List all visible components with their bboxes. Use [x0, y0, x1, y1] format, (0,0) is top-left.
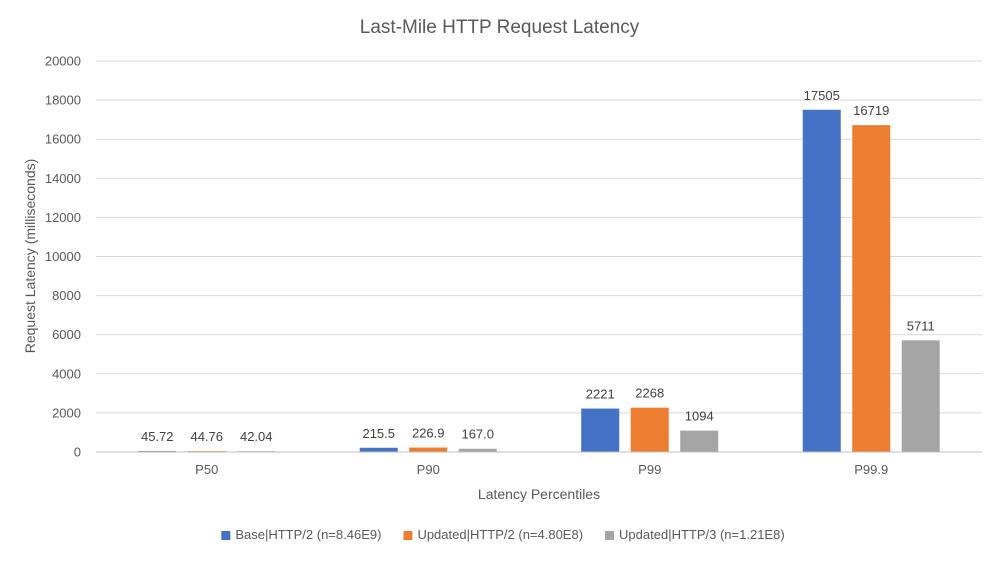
y-tick-label: 18000: [45, 93, 81, 108]
bar: [852, 125, 891, 452]
y-tick-label: 10000: [45, 249, 81, 264]
y-tick-label: 12000: [45, 210, 81, 225]
bars: [138, 109, 940, 452]
data-label: 226.9: [412, 426, 445, 441]
bar: [409, 447, 448, 452]
x-tick-label: P50: [195, 462, 218, 477]
bar: [680, 430, 719, 452]
data-label: 45.72: [141, 429, 174, 444]
data-label: 215.5: [362, 426, 395, 441]
legend-swatch: [403, 531, 413, 540]
legend-swatch: [221, 531, 231, 540]
y-axis-label: Request Latency (milliseconds): [22, 159, 38, 354]
y-tick-label: 16000: [45, 132, 81, 147]
data-label: 17505: [804, 88, 840, 103]
legend-label: Updated|HTTP/2 (n=4.80E8): [417, 527, 583, 542]
y-tick-label: 2000: [52, 405, 81, 420]
legend-item: Updated|HTTP/2 (n=4.80E8): [403, 527, 583, 542]
bar: [581, 408, 620, 452]
legend-item: Base|HTTP/2 (n=8.46E9): [221, 527, 381, 542]
data-labels: 45.72 44.76 42.04 215.5 226.9 167.0 2221 2268 10…: [141, 88, 935, 444]
x-axis-ticks: P50 P90 P99 P99.9: [195, 462, 888, 477]
legend-swatch: [605, 531, 615, 540]
y-tick-label: 20000: [45, 54, 81, 69]
y-tick-label: 14000: [45, 171, 81, 186]
legend-item: Updated|HTTP/3 (n=1.21E8): [605, 527, 785, 542]
data-label: 1094: [685, 409, 714, 424]
data-label: 2268: [635, 386, 664, 401]
bar: [802, 109, 841, 452]
x-tick-label: P99: [638, 462, 661, 477]
y-tick-label: 6000: [52, 327, 81, 342]
chart-title: Last-Mile HTTP Request Latency: [360, 17, 640, 38]
x-tick-label: P99.9: [854, 462, 888, 477]
bar: [630, 407, 669, 452]
bar: [901, 340, 940, 452]
y-tick-label: 4000: [52, 366, 81, 381]
x-axis-label: Latency Percentiles: [478, 486, 600, 502]
data-label: 44.76: [190, 429, 223, 444]
data-label: 16719: [853, 103, 889, 118]
data-label: 2221: [586, 387, 615, 402]
legend-label: Base|HTTP/2 (n=8.46E9): [235, 527, 381, 542]
data-label: 42.04: [240, 429, 273, 444]
legend-label: Updated|HTTP/3 (n=1.21E8): [619, 527, 785, 542]
data-label: 5711: [907, 318, 935, 333]
y-tick-label: 0: [74, 445, 81, 460]
y-tick-label: 8000: [52, 288, 81, 303]
gridlines: [96, 60, 982, 414]
bar: [458, 448, 497, 452]
y-axis-ticks: 0 2000 4000 6000 8000 10000 12000 14000 16000 180…: [45, 54, 81, 460]
legend: Base|HTTP/2 (n=8.46E9) Updated|HTTP/2 (n=…: [221, 527, 785, 542]
bar: [359, 447, 398, 452]
data-label: 167.0: [461, 427, 494, 442]
x-tick-label: P90: [417, 462, 440, 477]
